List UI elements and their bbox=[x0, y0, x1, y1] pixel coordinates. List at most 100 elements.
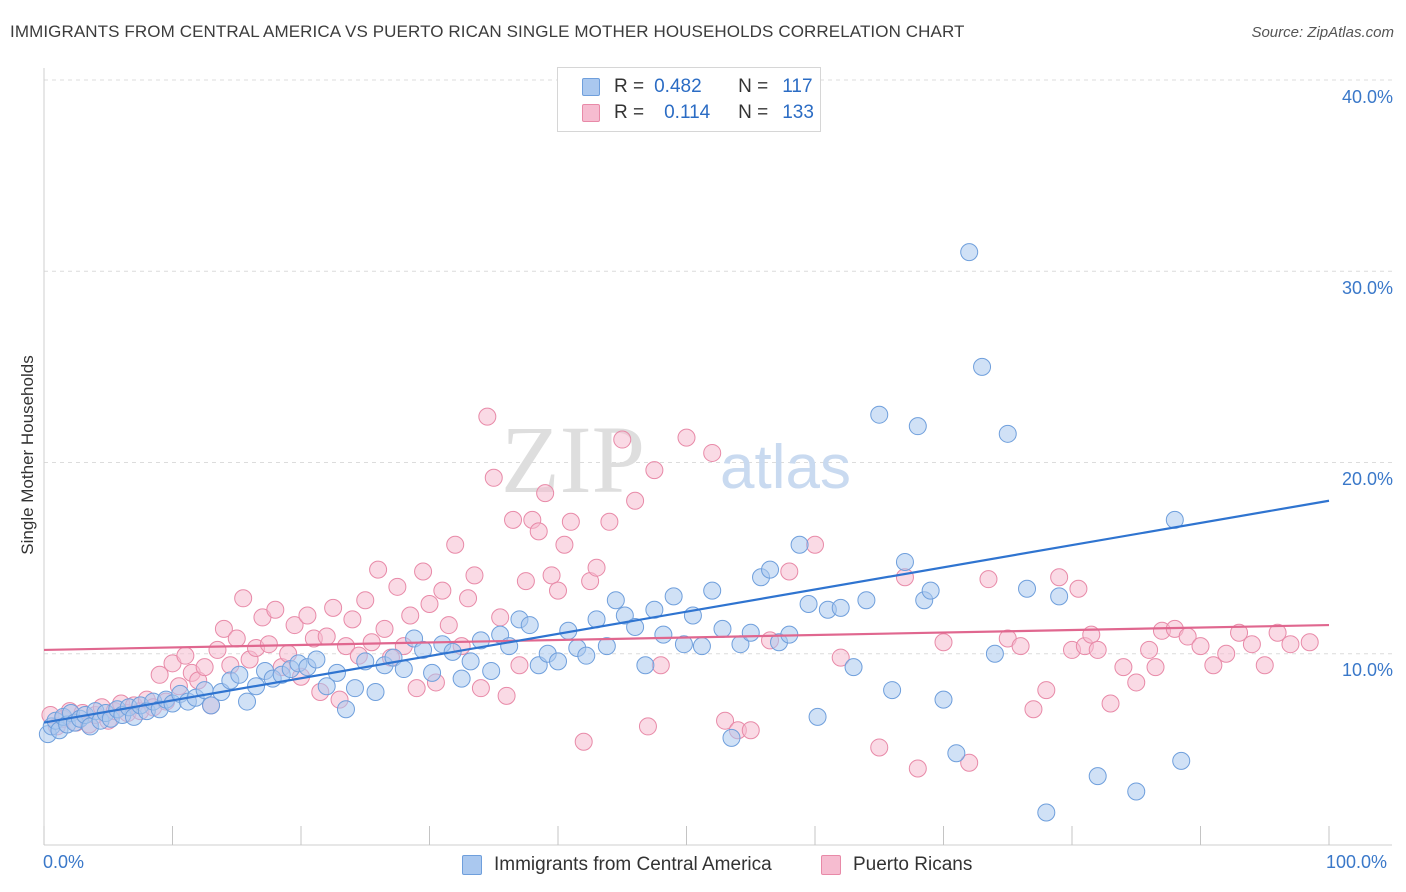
data-point bbox=[664, 587, 683, 606]
data-point bbox=[561, 512, 580, 531]
data-point bbox=[214, 619, 233, 638]
data-point bbox=[844, 658, 863, 677]
data-point bbox=[362, 633, 381, 652]
data-point bbox=[1018, 579, 1037, 598]
data-point bbox=[423, 663, 442, 682]
data-point bbox=[238, 692, 257, 711]
data-point bbox=[761, 560, 780, 579]
data-point bbox=[780, 562, 799, 581]
data-point bbox=[692, 637, 711, 656]
data-point bbox=[482, 661, 501, 680]
data-point bbox=[1146, 658, 1165, 677]
data-point bbox=[908, 759, 927, 778]
legend-item-central-america[interactable]: Immigrants from Central America bbox=[462, 854, 772, 876]
data-point bbox=[613, 430, 632, 449]
blue-swatch bbox=[582, 78, 600, 96]
data-point bbox=[677, 428, 696, 447]
data-point bbox=[504, 510, 523, 529]
data-point bbox=[908, 417, 927, 436]
data-point bbox=[459, 589, 478, 608]
data-point bbox=[510, 656, 529, 675]
data-point bbox=[549, 581, 567, 600]
data-point bbox=[1268, 623, 1287, 642]
x-tick-label-max: 100.0% bbox=[1326, 852, 1388, 872]
data-point bbox=[536, 484, 555, 503]
data-point bbox=[366, 683, 385, 701]
data-point bbox=[259, 635, 278, 654]
data-point bbox=[516, 572, 535, 591]
data-point bbox=[1127, 782, 1146, 801]
data-point bbox=[234, 589, 253, 608]
data-point bbox=[831, 598, 850, 617]
data-point bbox=[722, 728, 741, 747]
data-point bbox=[574, 732, 593, 751]
r-value: 0.482 bbox=[654, 76, 702, 97]
data-point bbox=[176, 646, 195, 665]
data-point bbox=[1255, 656, 1274, 675]
data-point bbox=[1300, 633, 1319, 652]
data-point bbox=[703, 443, 722, 462]
data-point bbox=[831, 648, 850, 667]
puerto-ricans-trend-line bbox=[43, 623, 1330, 652]
data-point bbox=[414, 562, 433, 581]
data-point bbox=[336, 700, 355, 719]
data-point bbox=[394, 660, 413, 679]
data-point bbox=[713, 619, 732, 638]
data-point bbox=[1127, 673, 1146, 692]
central-america-trend-line bbox=[43, 499, 1330, 724]
central-america-points bbox=[38, 243, 1191, 822]
data-point bbox=[654, 625, 673, 644]
data-point bbox=[1069, 579, 1088, 598]
pink-swatch bbox=[582, 104, 600, 122]
data-point bbox=[345, 679, 364, 698]
data-point bbox=[870, 405, 889, 424]
data-point bbox=[577, 646, 596, 665]
data-point bbox=[461, 652, 480, 671]
data-point bbox=[626, 491, 645, 510]
data-point bbox=[808, 707, 827, 726]
pink-swatch bbox=[821, 855, 841, 875]
data-point bbox=[555, 535, 574, 554]
data-point bbox=[195, 658, 214, 677]
data-point bbox=[420, 595, 439, 614]
x-tick-label-min: 0.0% bbox=[43, 852, 85, 872]
trend-lines bbox=[43, 499, 1330, 724]
data-point bbox=[806, 535, 824, 554]
data-point bbox=[484, 468, 503, 487]
y-tick-label: 20.0% bbox=[1341, 469, 1393, 489]
data-point bbox=[636, 656, 655, 675]
data-point bbox=[1050, 568, 1069, 587]
data-point bbox=[1050, 587, 1069, 606]
data-point bbox=[1140, 640, 1159, 659]
data-point bbox=[703, 581, 722, 600]
data-point bbox=[375, 619, 394, 638]
data-point bbox=[600, 512, 619, 531]
data-point bbox=[921, 581, 940, 600]
data-point bbox=[266, 600, 285, 619]
legend-item-puerto-ricans[interactable]: Puerto Ricans bbox=[821, 854, 972, 876]
data-point bbox=[947, 744, 966, 763]
data-point bbox=[1101, 694, 1120, 713]
chart-title: IMMIGRANTS FROM CENTRAL AMERICA VS PUERT… bbox=[10, 22, 965, 41]
data-point bbox=[1114, 658, 1133, 677]
data-point bbox=[497, 686, 516, 705]
data-point bbox=[285, 616, 304, 635]
watermark: ZIP atlas bbox=[501, 406, 851, 513]
data-point bbox=[1024, 700, 1043, 719]
source-note: Source: ZipAtlas.com bbox=[1251, 24, 1394, 41]
data-point bbox=[960, 243, 979, 262]
r-label: R = bbox=[614, 102, 645, 123]
data-point bbox=[401, 606, 420, 625]
watermark-atlas: atlas bbox=[720, 433, 851, 502]
data-point bbox=[1217, 644, 1236, 663]
data-point bbox=[1204, 656, 1223, 675]
data-point bbox=[934, 633, 953, 652]
data-point bbox=[150, 665, 169, 684]
data-point bbox=[439, 616, 458, 635]
data-point bbox=[520, 616, 539, 635]
legend-row-puerto-ricans: R = 0.114 N = 133 bbox=[582, 101, 814, 125]
data-point bbox=[651, 656, 670, 675]
series-legend: Immigrants from Central America Puerto R… bbox=[0, 852, 1406, 878]
y-tick-label: 10.0% bbox=[1341, 660, 1393, 680]
